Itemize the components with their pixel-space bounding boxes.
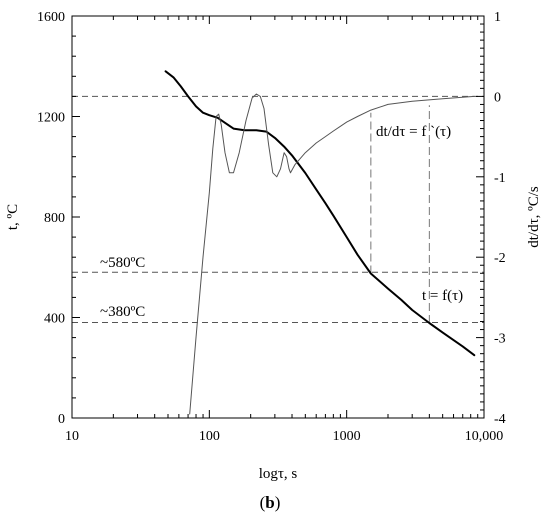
- reference-lines: [72, 95, 484, 324]
- annotation-580: ~580ºC: [100, 255, 145, 271]
- y-right-tick-label: -1: [494, 171, 506, 186]
- y-right-tick-label: 1: [494, 10, 501, 25]
- y-left-tick-label: 0: [58, 412, 65, 427]
- x-tick-label: 10,000: [465, 429, 504, 444]
- y-left-tick-label: 400: [44, 312, 65, 327]
- y-left-axis-title: t, ºC: [5, 204, 21, 230]
- y-right-axis-title: dt/dτ, ºC/s: [526, 186, 542, 248]
- caption-suffix: ): [275, 493, 281, 512]
- figure-caption: (b): [260, 493, 281, 512]
- cooling-rate-curve: [189, 93, 475, 415]
- y-right-tick-label: -4: [494, 412, 506, 427]
- annotation-380: ~380ºC: [100, 304, 145, 320]
- x-tick-label: 10: [65, 429, 79, 444]
- y-left-tick-label: 1200: [37, 111, 65, 126]
- annotation-t-curve: t = f(τ): [422, 288, 463, 304]
- temperature-curve: [164, 70, 476, 357]
- y-right-tick-label: 0: [494, 90, 501, 105]
- annotation-dt-curve: dt/dτ = f `(τ): [376, 124, 451, 140]
- caption-letter: b: [265, 493, 274, 512]
- caption-prefix: (: [260, 493, 266, 512]
- y-left-tick-label: 1600: [37, 10, 65, 25]
- y-left-tick-label: 800: [44, 211, 65, 226]
- y-right-tick-label: -2: [494, 251, 506, 266]
- x-tick-label: 100: [199, 429, 220, 444]
- curves: [164, 70, 476, 415]
- plot-frame: [71, 15, 485, 419]
- x-tick-label: 1000: [333, 429, 361, 444]
- x-axis-title: logτ, s: [259, 466, 298, 482]
- y-right-tick-label: -3: [494, 332, 506, 347]
